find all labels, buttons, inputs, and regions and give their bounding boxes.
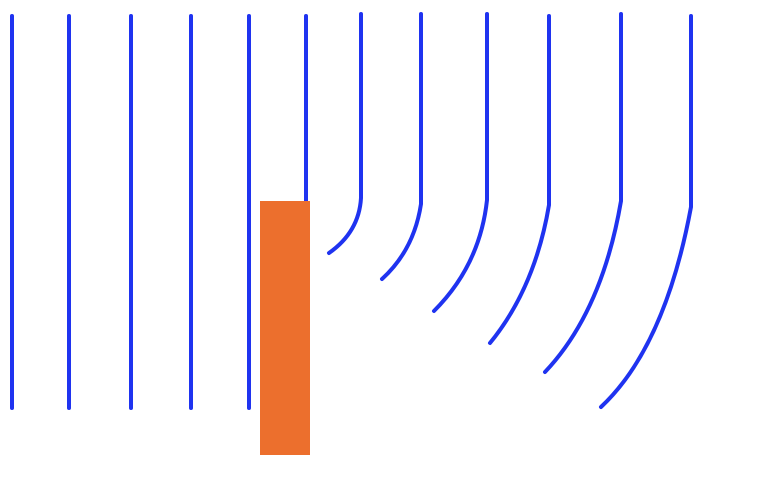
wavefront-diffracted-3 — [432, 12, 489, 313]
wavefront-diffracted-1 — [327, 12, 363, 255]
barrier — [260, 201, 310, 455]
wavefront-diffracted-2 — [380, 12, 423, 281]
wavefronts — [10, 12, 693, 410]
wavefront-diffracted-4 — [488, 14, 551, 345]
wavefront-diffracted-5 — [543, 12, 623, 374]
wavefront-diffracted-6 — [599, 14, 693, 409]
